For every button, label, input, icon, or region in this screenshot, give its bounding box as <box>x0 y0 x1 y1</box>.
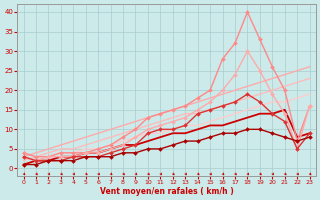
X-axis label: Vent moyen/en rafales ( km/h ): Vent moyen/en rafales ( km/h ) <box>100 187 234 196</box>
